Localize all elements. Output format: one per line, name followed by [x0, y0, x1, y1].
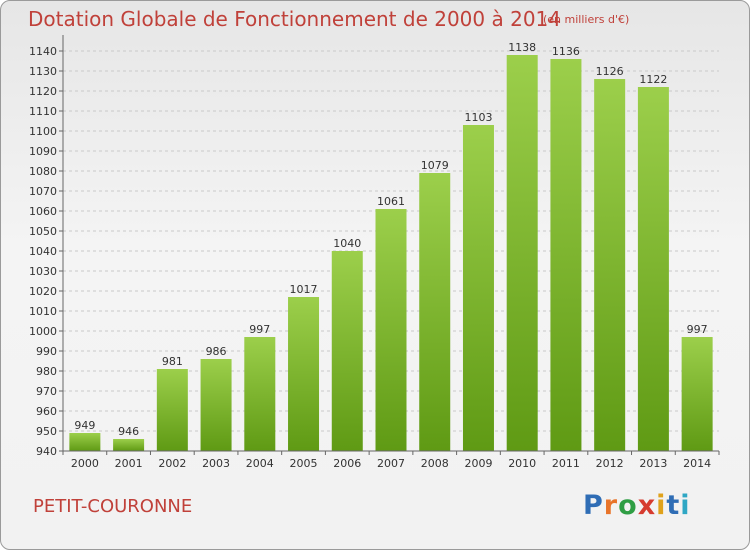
logo-letter: i [680, 490, 691, 521]
x-tick-label: 2002 [158, 457, 186, 470]
bar-value-label: 1061 [377, 195, 405, 208]
y-tick-label: 990 [36, 345, 57, 358]
x-tick-label: 2000 [71, 457, 99, 470]
bar-value-label: 986 [206, 345, 227, 358]
bar [200, 359, 232, 451]
bar-value-label: 1040 [333, 237, 361, 250]
logo-letter: i [656, 490, 667, 521]
logo-letter: x [637, 490, 657, 521]
y-tick-label: 1040 [29, 245, 57, 258]
x-tick-label: 2001 [115, 457, 143, 470]
x-tick-label: 2007 [377, 457, 405, 470]
y-tick-label: 1110 [29, 105, 57, 118]
y-tick-label: 1030 [29, 265, 57, 278]
bar [113, 439, 145, 451]
y-tick-label: 960 [36, 405, 57, 418]
x-tick-label: 2014 [683, 457, 711, 470]
x-tick-label: 2008 [421, 457, 449, 470]
x-tick-label: 2006 [333, 457, 361, 470]
bar [637, 87, 669, 451]
y-tick-label: 1020 [29, 285, 57, 298]
y-tick-label: 1010 [29, 305, 57, 318]
bar-value-label: 997 [249, 323, 270, 336]
bar-value-label: 997 [687, 323, 708, 336]
bar-value-label: 1138 [508, 41, 536, 54]
bar-value-label: 946 [118, 425, 139, 438]
chart-title: Dotation Globale de Fonctionnement de 20… [28, 7, 561, 31]
bars: 949 946 981 986 997 1017 1040 1061 1079 1103 1138 1… [69, 41, 713, 451]
x-tick-label: 2010 [508, 457, 536, 470]
y-tick-label: 1130 [29, 65, 57, 78]
bar [594, 79, 626, 451]
bar-value-label: 1126 [596, 65, 624, 78]
y-tick-label: 950 [36, 425, 57, 438]
x-tick-label: 2003 [202, 457, 230, 470]
y-tick-label: 1100 [29, 125, 57, 138]
bar [69, 433, 101, 451]
bar [550, 59, 582, 451]
logo-letter: P [583, 490, 604, 521]
logo-letter: o [618, 490, 638, 521]
y-axis: 940 950 960 970 980 990 1000 1010 1020 1030 1040 10… [29, 35, 64, 458]
x-tick-label: 2004 [246, 457, 274, 470]
y-tick-label: 1120 [29, 85, 57, 98]
logo-letter: t [666, 490, 681, 521]
y-tick-label: 1070 [29, 185, 57, 198]
y-tick-label: 1050 [29, 225, 57, 238]
bar-value-label: 981 [162, 355, 183, 368]
commune-name: PETIT-COURONNE [33, 496, 193, 517]
y-tick-label: 1090 [29, 145, 57, 158]
y-tick-label: 980 [36, 365, 57, 378]
bar-value-label: 1017 [290, 283, 318, 296]
bar [506, 55, 538, 451]
y-tick-label: 1080 [29, 165, 57, 178]
y-tick-label: 970 [36, 385, 57, 398]
y-tick-label: 940 [36, 445, 57, 458]
bar-value-label: 1079 [421, 159, 449, 172]
bar-value-label: 1122 [639, 73, 667, 86]
chart-subtitle: (en milliers d'€) [543, 13, 630, 26]
x-axis: 2000 2001 2002 2003 2004 2005 2006 2007 2008 2009… [62, 450, 720, 470]
bar [244, 337, 276, 451]
bar [288, 297, 320, 451]
bar-value-label: 1103 [464, 111, 492, 124]
bar-value-label: 949 [74, 419, 95, 432]
bar [419, 173, 451, 451]
bar [156, 369, 188, 451]
y-tick-label: 1000 [29, 325, 57, 338]
x-tick-label: 2005 [290, 457, 318, 470]
x-tick-label: 2012 [596, 457, 624, 470]
x-tick-label: 2013 [639, 457, 667, 470]
proxiti-logo: Proxiti [583, 490, 691, 521]
x-tick-label: 2009 [464, 457, 492, 470]
bar-value-label: 1136 [552, 45, 580, 58]
bar [462, 125, 494, 451]
logo-letter: r [603, 490, 619, 521]
bar [681, 337, 713, 451]
bar [375, 209, 407, 451]
y-tick-label: 1140 [29, 45, 57, 58]
bar [331, 251, 363, 451]
y-tick-label: 1060 [29, 205, 57, 218]
x-tick-label: 2011 [552, 457, 580, 470]
